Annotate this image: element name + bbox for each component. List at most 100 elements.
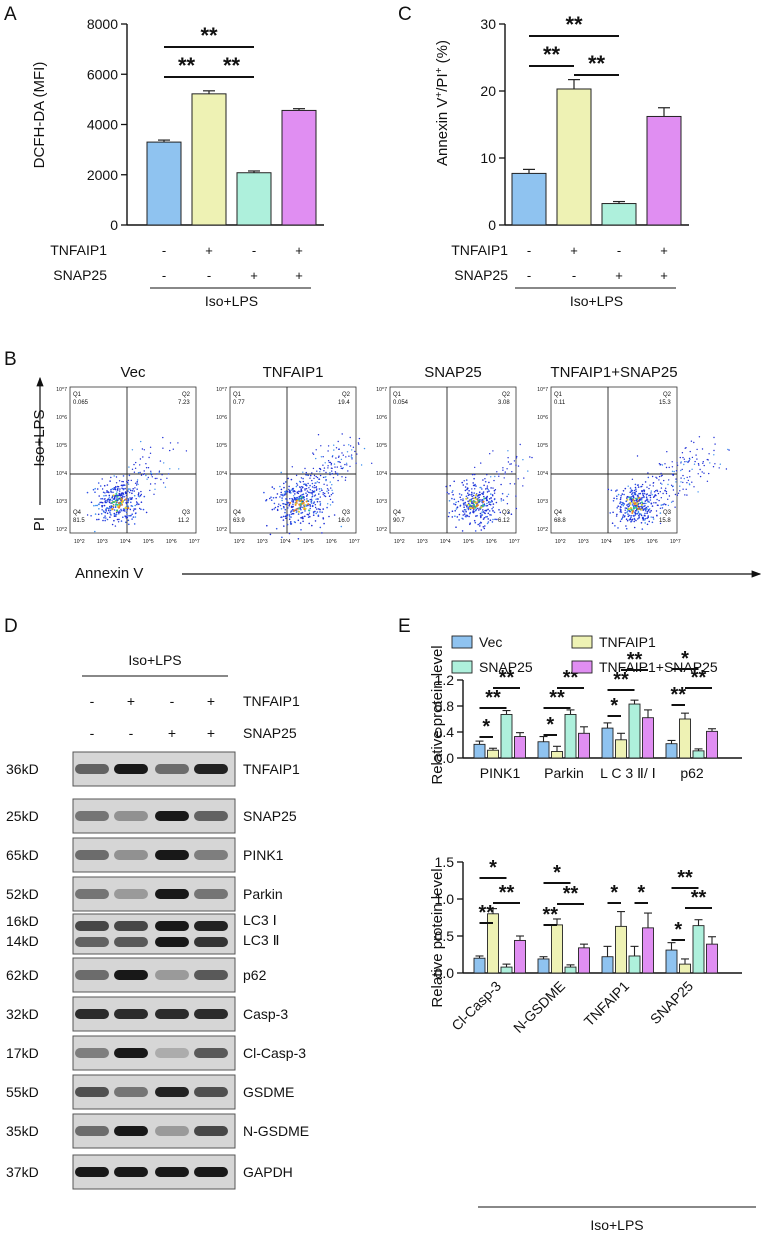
row-label-snap25: SNAP25	[454, 267, 508, 283]
flow-event	[116, 518, 119, 521]
flow-event	[108, 501, 111, 504]
flow-event	[121, 480, 123, 483]
flow-event	[113, 519, 115, 522]
flow-event	[718, 467, 720, 469]
flow-event	[647, 510, 650, 512]
blot-row-label-snap25: SNAP25	[243, 725, 297, 741]
flow-event-dense	[474, 506, 477, 509]
flow-event	[127, 488, 130, 490]
blot-band	[155, 1126, 189, 1136]
flow-event	[113, 496, 116, 499]
flow-event	[345, 456, 347, 458]
flow-event	[671, 470, 674, 472]
flow-event	[282, 493, 284, 495]
flow-event	[135, 461, 137, 464]
flow-y-tick: 10^4	[537, 471, 548, 477]
flow-event	[641, 485, 643, 488]
flow-title: SNAP25	[424, 364, 482, 381]
flow-event	[338, 448, 340, 450]
flow-event	[162, 447, 164, 449]
flow-event	[322, 518, 325, 520]
flow-event	[464, 486, 467, 488]
flow-event-dense	[307, 503, 310, 506]
flow-event	[498, 473, 500, 475]
flow-event	[624, 487, 627, 490]
flow-event	[459, 496, 462, 499]
flow-event	[345, 476, 347, 479]
flow-event	[286, 502, 289, 505]
flow-event	[630, 500, 633, 503]
flow-event	[649, 508, 651, 510]
flow-x-tick: 10^3	[578, 539, 589, 545]
flow-event	[462, 514, 465, 516]
flow-event	[116, 499, 118, 502]
flow-event	[341, 467, 344, 470]
sig-stars: **	[691, 667, 707, 689]
flow-event	[691, 456, 694, 459]
flow-event	[635, 510, 637, 512]
sig-stars: **	[670, 684, 686, 706]
flow-event-dense	[115, 493, 118, 495]
y-tick-label: 4000	[87, 117, 118, 133]
flow-event	[327, 489, 330, 491]
condition-label: Iso+LPS	[590, 1217, 643, 1233]
flow-event	[321, 532, 323, 534]
flow-event	[640, 505, 643, 508]
flow-event	[303, 499, 306, 501]
flow-event	[649, 496, 652, 499]
sig-stars: **	[627, 649, 643, 671]
flow-event	[120, 520, 123, 522]
flow-event	[498, 509, 500, 511]
blot-sign-tnfaip1: -	[170, 693, 175, 709]
bar	[551, 751, 563, 759]
flow-event	[517, 465, 520, 467]
sign-snap25: -	[572, 268, 576, 283]
flow-event	[90, 515, 92, 517]
flow-event	[307, 474, 309, 476]
flow-y-tick: 10^6	[537, 415, 548, 421]
flow-event	[684, 461, 686, 463]
flow-event	[318, 488, 321, 490]
flow-event	[656, 477, 658, 479]
quadrant-value: 68.8	[554, 518, 566, 524]
flow-event	[636, 455, 639, 457]
blot-band	[114, 1009, 148, 1019]
flow-event	[308, 522, 311, 525]
flow-x-tick: 10^5	[143, 539, 154, 545]
flow-event	[475, 485, 477, 487]
flow-event-dense	[632, 507, 635, 510]
flow-event-dense	[300, 496, 303, 498]
flow-event	[472, 484, 475, 487]
flow-event	[468, 502, 470, 505]
quadrant-name: Q1	[233, 392, 242, 398]
flow-event	[283, 503, 286, 505]
sig-stars: **	[563, 883, 579, 905]
flow-event	[138, 503, 140, 506]
flow-event	[153, 493, 155, 495]
flow-event	[515, 507, 518, 510]
category-label: SNAP25	[647, 978, 696, 1027]
flow-event	[319, 474, 322, 477]
flow-event	[462, 510, 464, 512]
flow-event	[495, 501, 498, 504]
flow-event	[300, 491, 302, 493]
flow-event	[613, 497, 615, 500]
flow-event	[453, 480, 456, 483]
flow-event	[457, 500, 460, 503]
flow-event	[638, 517, 640, 519]
flow-event	[665, 466, 668, 469]
flow-event	[719, 463, 721, 465]
flow-event	[661, 483, 663, 485]
flow-event	[504, 471, 506, 473]
flow-event	[465, 510, 467, 513]
flow-event	[668, 466, 670, 469]
flow-event	[465, 515, 467, 518]
flow-event	[703, 464, 705, 467]
flow-x-tick: 10^6	[326, 539, 337, 545]
flow-event	[123, 509, 125, 512]
flow-event	[712, 466, 715, 468]
flow-event	[448, 512, 451, 514]
flow-event	[648, 520, 650, 523]
flow-event	[286, 514, 289, 516]
